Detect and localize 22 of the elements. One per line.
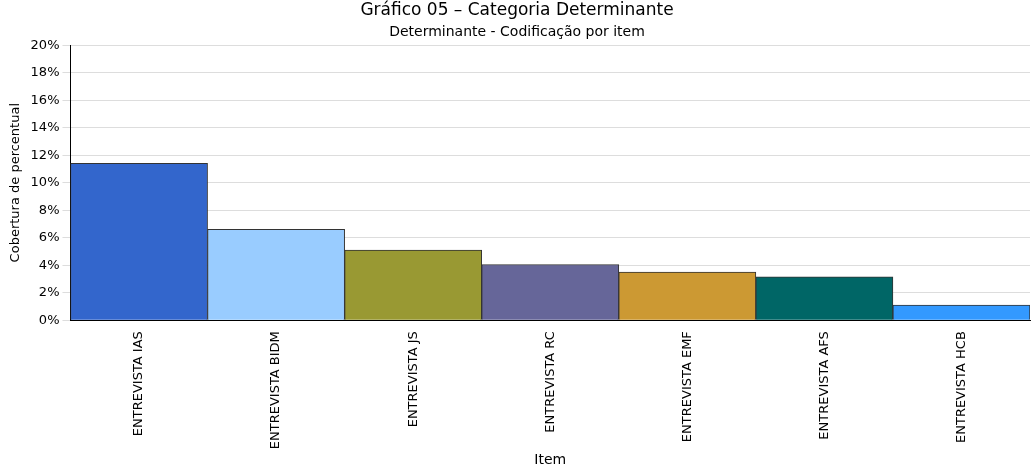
y-tick-label: 4% [38,256,60,272]
x-tick-label: ENTREVISTA AFS [815,331,831,440]
y-tick-label: 16% [30,91,60,107]
y-tick-label: 2% [38,284,60,300]
x-axis-title: Item [534,451,567,468]
x-tick-label: ENTREVISTA BIDM [267,331,283,450]
x-tick-label: ENTREVISTA IAS [130,331,146,437]
chart-title: Gráfico 05 – Categoria Determinante [360,0,674,19]
y-tick-label: 8% [38,201,60,217]
y-tick-label: 10% [30,174,60,190]
y-tick-label: 6% [38,229,60,245]
y-axis-title: Cobertura de percentual [7,102,23,263]
x-tick-label: ENTREVISTA JS [404,331,420,428]
y-tick-label: 20% [30,36,60,52]
chart-subtitle: Determinante - Codificação por item [389,23,645,40]
x-tick-label: ENTREVISTA EMF [678,331,694,443]
x-tick-label: ENTREVISTA HCB [952,331,968,443]
x-tick-label: ENTREVISTA RC [541,331,557,433]
y-tick-label: 18% [30,64,60,80]
y-tick-label: 0% [38,311,60,327]
y-tick-label: 12% [30,146,60,162]
y-tick-label: 14% [30,119,60,135]
